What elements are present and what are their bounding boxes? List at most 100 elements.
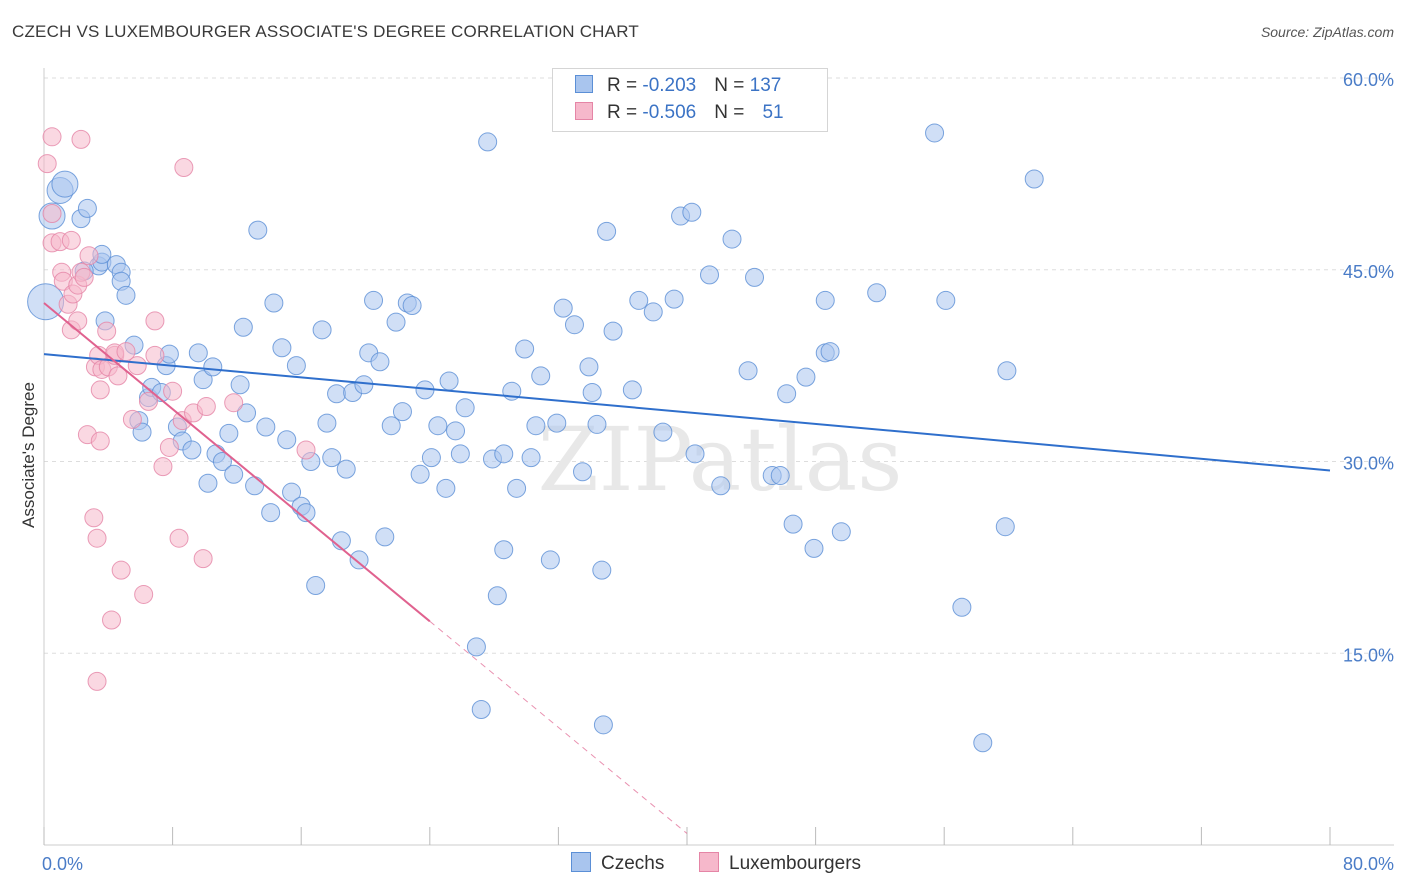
lux-point <box>153 457 173 477</box>
czech-point <box>526 416 546 436</box>
czech-point <box>831 522 851 542</box>
czech-point <box>478 132 498 152</box>
czech-point <box>277 430 297 450</box>
lux-point <box>145 311 165 331</box>
czech-point <box>286 356 306 376</box>
czech-point <box>777 384 797 404</box>
czech-point <box>306 575 326 595</box>
czech-point <box>593 715 613 735</box>
czech-point <box>132 422 152 442</box>
czech-trend-line <box>43 353 1331 472</box>
czech-point <box>327 384 347 404</box>
chart-title: CZECH VS LUXEMBOURGER ASSOCIATE'S DEGREE… <box>12 22 639 41</box>
czech-point <box>487 586 507 606</box>
czech-point <box>439 371 459 391</box>
lux-r-label: R = <box>607 102 643 123</box>
czech-point <box>564 315 584 335</box>
y-tick-label: 30.0% <box>1343 454 1394 474</box>
lux-point <box>127 356 147 376</box>
czech-point <box>336 459 356 479</box>
czech-point <box>587 414 607 434</box>
czech-point <box>770 466 790 486</box>
czech-point <box>224 464 244 484</box>
czech-point <box>815 290 835 310</box>
bottom-legend-lux: Luxembourgers <box>699 852 861 875</box>
lux-point <box>138 391 158 411</box>
y-axis-label: Associate's Degree <box>19 382 38 528</box>
stats-legend: R = -0.203 N = 137 R = -0.506 N = 51 <box>552 68 828 132</box>
czech-point <box>182 440 202 460</box>
lux-point <box>87 528 107 548</box>
czech-point <box>997 361 1017 381</box>
czech-point <box>198 473 218 493</box>
czech-point <box>867 283 887 303</box>
czech-point <box>364 290 384 310</box>
czech-point <box>745 267 765 287</box>
lux-point <box>102 610 122 630</box>
czech-point <box>796 367 816 387</box>
czech-point <box>188 343 208 363</box>
bottom-legend-czech: Czechs <box>571 852 664 875</box>
czech-point <box>233 317 253 337</box>
czech-point <box>261 503 281 523</box>
czech-point <box>51 170 79 198</box>
czech-point <box>446 421 466 441</box>
czech-point <box>952 597 972 617</box>
lux-point <box>37 154 57 174</box>
czech-point <box>925 123 945 143</box>
czech-point <box>116 285 136 305</box>
lux-point <box>145 345 165 365</box>
czech-point <box>282 482 302 502</box>
czech-point <box>421 448 441 468</box>
czech-point <box>685 444 705 464</box>
czech-point <box>212 452 232 471</box>
czech-point <box>664 289 684 309</box>
lux-n-value: 51 <box>762 102 784 123</box>
czech-point <box>245 476 265 496</box>
czech-point <box>515 339 535 359</box>
czech-point <box>264 293 284 313</box>
grid-lines <box>44 77 1394 654</box>
lux-points <box>37 127 316 691</box>
czech-point <box>597 221 617 241</box>
czech-point <box>386 312 406 332</box>
czech-point <box>312 320 332 340</box>
czech-point <box>381 416 401 436</box>
czech-point <box>1024 169 1044 189</box>
lux-trend-line <box>43 302 431 623</box>
czech-point <box>272 338 292 358</box>
czech-point <box>553 298 573 318</box>
czech-point <box>592 560 612 580</box>
bottom-lux-swatch <box>699 852 719 872</box>
lux-point <box>174 157 194 177</box>
lux-point <box>87 671 107 691</box>
lux-point <box>97 321 117 341</box>
czech-point <box>973 733 993 753</box>
czech-point <box>436 478 456 498</box>
czech-n-label: N = <box>714 75 750 96</box>
lux-point <box>42 127 62 147</box>
czech-point <box>507 478 527 498</box>
czech-point <box>936 290 956 310</box>
czech-point <box>466 637 486 657</box>
czech-swatch <box>575 75 593 93</box>
czech-n-value: 137 <box>749 75 782 96</box>
czech-point <box>450 444 470 464</box>
czech-point <box>428 416 448 436</box>
czech-point <box>354 375 374 395</box>
axes <box>43 68 1394 846</box>
czech-point <box>471 699 491 719</box>
czech-point <box>995 517 1015 537</box>
czech-point <box>547 413 567 433</box>
czech-point <box>317 413 337 433</box>
czech-point <box>711 476 731 496</box>
lux-point <box>108 366 128 386</box>
czech-r-label: R = <box>607 75 643 96</box>
czech-point <box>783 514 803 534</box>
czech-point <box>77 198 97 218</box>
x-tick-labels: 0.0% 80.0% <box>42 854 1394 874</box>
lux-point <box>196 397 216 417</box>
czech-point <box>804 538 824 558</box>
lux-point <box>90 431 110 451</box>
